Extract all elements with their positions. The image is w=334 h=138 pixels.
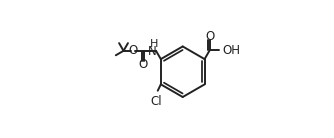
Text: H: H xyxy=(149,39,158,49)
Text: O: O xyxy=(139,58,148,71)
Text: Cl: Cl xyxy=(150,95,162,108)
Text: N: N xyxy=(147,45,156,58)
Text: O: O xyxy=(128,44,138,57)
Text: OH: OH xyxy=(222,44,240,57)
Text: O: O xyxy=(205,30,214,43)
